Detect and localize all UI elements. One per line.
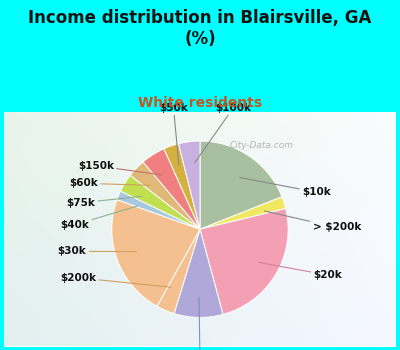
Text: $40k: $40k [60, 206, 137, 230]
Text: $30k: $30k [58, 246, 136, 256]
Text: $200k: $200k [60, 273, 171, 287]
Wedge shape [157, 229, 200, 314]
Wedge shape [143, 149, 200, 229]
Text: $125k: $125k [182, 297, 218, 350]
Wedge shape [130, 162, 200, 229]
Wedge shape [178, 141, 200, 229]
Text: $75k: $75k [66, 196, 142, 208]
Wedge shape [200, 209, 288, 314]
Text: $60k: $60k [69, 178, 150, 188]
Wedge shape [174, 229, 223, 317]
Text: $50k: $50k [159, 103, 188, 165]
Text: White residents: White residents [138, 96, 262, 110]
Wedge shape [112, 199, 200, 306]
Text: City-Data.com: City-Data.com [230, 141, 294, 150]
Wedge shape [120, 175, 200, 229]
Wedge shape [164, 144, 200, 229]
Wedge shape [117, 191, 200, 229]
Text: Income distribution in Blairsville, GA
(%): Income distribution in Blairsville, GA (… [28, 9, 372, 48]
Text: > $200k: > $200k [264, 211, 361, 232]
Wedge shape [200, 197, 286, 229]
Text: $10k: $10k [240, 177, 331, 197]
Text: $100k: $100k [195, 103, 252, 163]
Text: $150k: $150k [78, 161, 162, 175]
Text: $20k: $20k [259, 262, 342, 280]
Wedge shape [200, 141, 282, 229]
